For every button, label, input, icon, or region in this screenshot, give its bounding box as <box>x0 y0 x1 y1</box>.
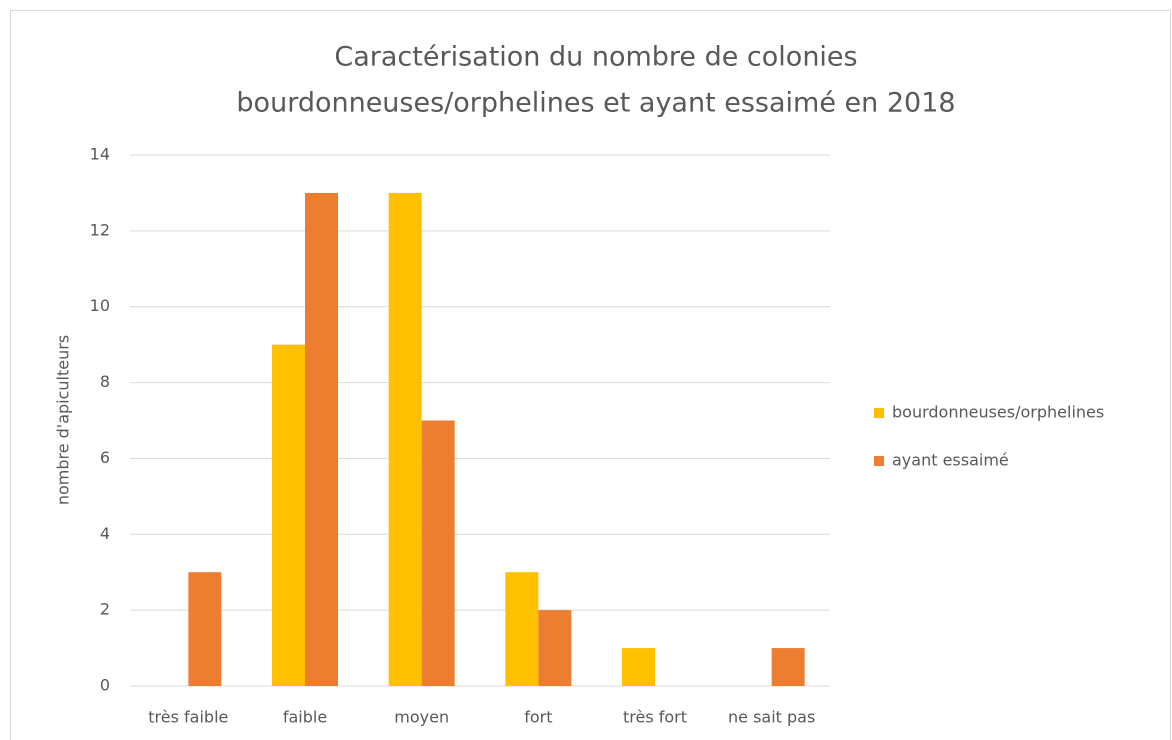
bar <box>538 610 572 686</box>
y-tick-label: 8 <box>100 372 110 391</box>
y-tick-label: 10 <box>90 296 110 315</box>
x-tick-label: très faible <box>148 708 228 727</box>
bar <box>188 572 222 686</box>
bar <box>421 420 455 686</box>
legend-swatch <box>874 456 884 466</box>
y-tick-label: 2 <box>100 600 110 619</box>
x-tick-label: très fort <box>623 708 687 727</box>
x-tick-label: ne sait pas <box>728 708 815 727</box>
x-tick-label: fort <box>524 708 552 727</box>
y-tick-label: 4 <box>100 524 110 543</box>
y-axis-label: nombre d'apiculteurs <box>54 335 73 505</box>
bar <box>305 192 338 686</box>
legend-label: bourdonneuses/orphelines <box>892 403 1104 422</box>
bar <box>505 572 539 686</box>
y-tick-label: 12 <box>90 220 110 239</box>
bar <box>622 648 655 686</box>
y-tick-label: 6 <box>100 448 110 467</box>
x-tick-label: faible <box>283 708 327 727</box>
x-tick-label: moyen <box>394 708 449 727</box>
chart-title: bourdonneuses/orphelines et ayant essaim… <box>236 88 955 119</box>
legend-label: ayant essaimé <box>892 451 1009 470</box>
bar <box>272 344 305 686</box>
chart-border <box>10 10 1171 740</box>
y-tick-label: 14 <box>90 145 110 164</box>
chart-title: Caractérisation du nombre de colonies <box>334 42 857 73</box>
bar <box>388 192 422 686</box>
bar <box>771 648 805 686</box>
y-tick-label: 0 <box>100 676 110 695</box>
legend-swatch <box>874 408 884 418</box>
